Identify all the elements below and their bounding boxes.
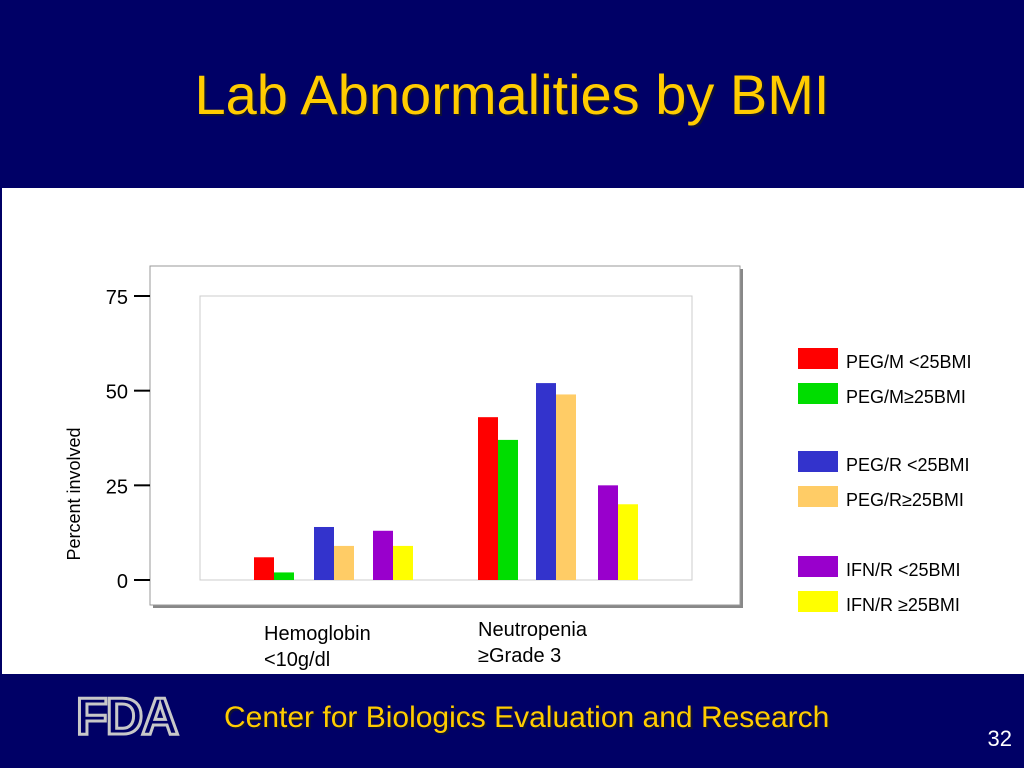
bar [334,545,354,580]
bar [393,545,413,580]
legend-swatch [798,383,838,404]
legend-swatch [798,591,838,612]
legend-label: PEG/M≥25BMI [846,387,966,407]
category-labels: Hemoglobin <10g/dl Neutropenia ≥Grade 3 [264,619,588,671]
category-label: Hemoglobin <10g/dl [264,623,371,671]
y-tick-label: 25 [106,476,128,498]
legend-swatch [798,556,838,577]
fda-logo-text: FDA [76,688,178,746]
legend: PEG/M <25BMI PEG/M≥25BMI PEG/R <25BMI PEG/R… [798,348,972,615]
legend-label: IFN/R <25BMI [846,560,961,580]
page-number: 32 [987,726,1012,751]
y-tick-label: 75 [106,287,128,309]
bar [373,530,393,580]
bar [536,383,556,580]
fda-logo: FDA [75,687,182,748]
y-axis-label: Percent involved [64,427,84,560]
bar [498,439,518,580]
legend-label: PEG/M <25BMI [846,352,972,372]
bar [254,557,274,580]
bar [314,526,334,580]
legend-swatch [798,348,838,369]
bar [618,504,638,580]
bar [478,417,498,580]
bar [274,572,294,580]
bars [254,383,638,580]
legend-label: IFN/R ≥25BMI [846,595,960,615]
legend-swatch [798,486,838,507]
legend-label: PEG/R <25BMI [846,455,970,475]
y-tick-label: 0 [117,571,128,593]
slide-title: Lab Abnormalities by BMI [194,63,830,126]
bar [598,485,618,580]
legend-swatch [798,451,838,472]
y-tick-label: 50 [106,382,128,404]
legend-label: PEG/R≥25BMI [846,490,964,510]
category-label: Neutropenia ≥Grade 3 [478,619,588,667]
y-axis: 0 25 50 75 [106,287,150,593]
footer-text: Center for Biologics Evaluation and Rese… [224,701,830,734]
bar [556,394,576,580]
